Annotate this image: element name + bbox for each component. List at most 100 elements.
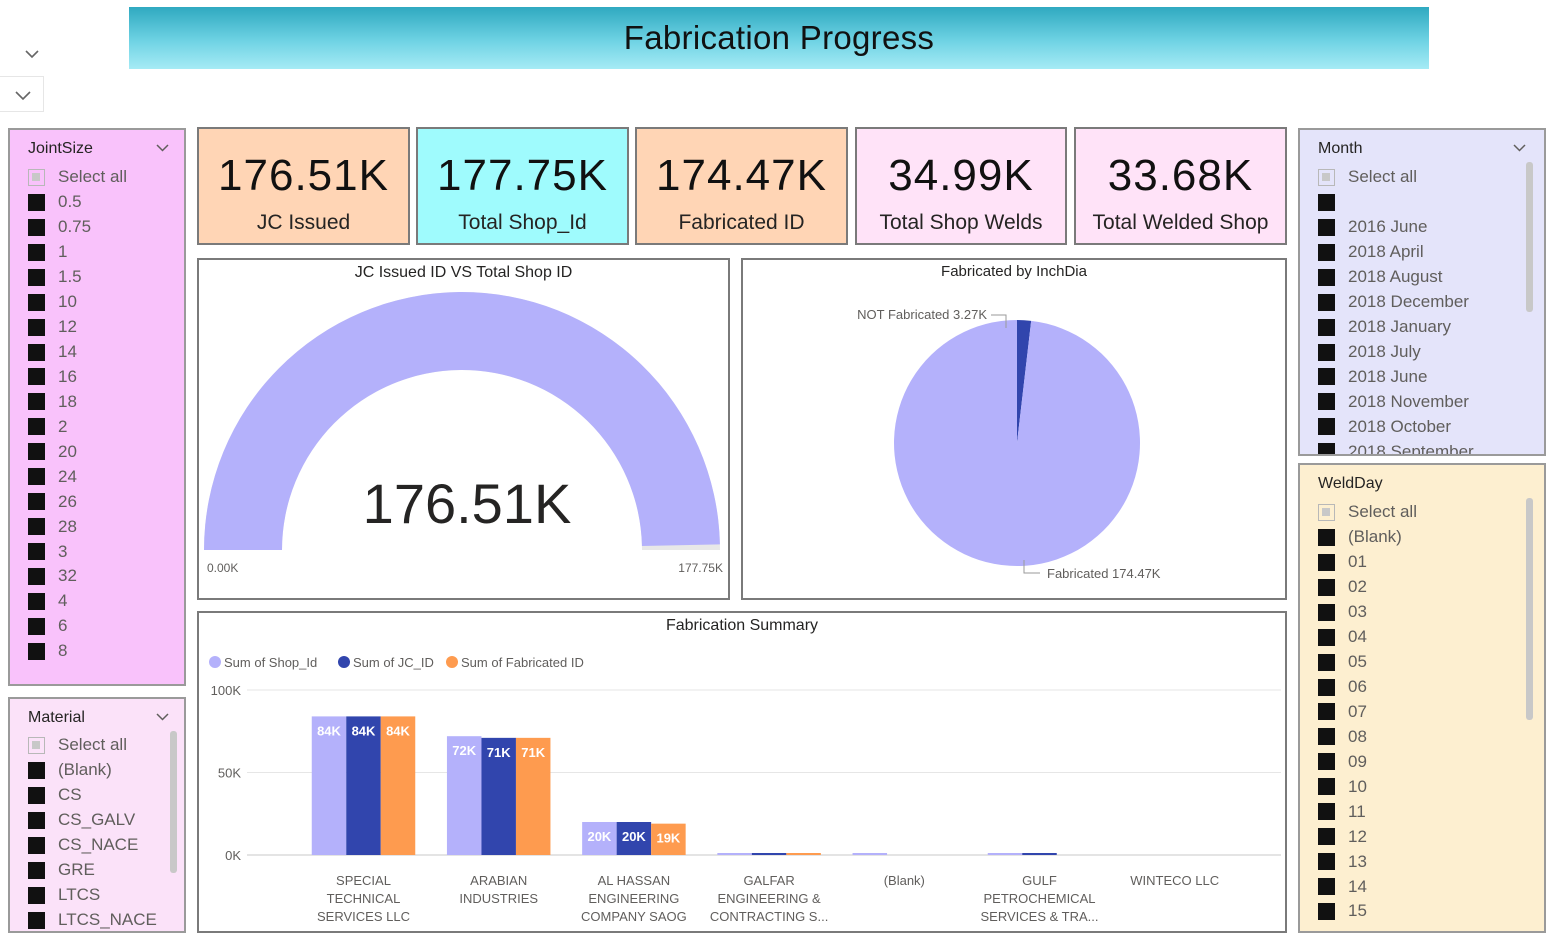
slicer-option[interactable]: 14 [28, 340, 127, 365]
slicer-option[interactable]: 01 [1318, 550, 1417, 575]
checkbox[interactable] [1318, 878, 1335, 896]
bar[interactable] [582, 822, 617, 855]
checkbox[interactable] [28, 518, 45, 536]
slicer-option[interactable]: 08 [1318, 724, 1417, 749]
checkbox[interactable] [1318, 443, 1335, 454]
slicer-option[interactable]: 4 [28, 589, 127, 614]
month-slicer[interactable]: Month Select all 2016 June 2018 April 2018 … [1298, 128, 1546, 456]
material-slicer[interactable]: Material Select all (Blank) CS CS_GALV CS_NA… [8, 697, 186, 933]
pie-slice-not-fabricated[interactable] [1017, 320, 1032, 443]
chevron-down-icon[interactable] [24, 48, 40, 60]
chevron-down-icon[interactable] [1513, 144, 1526, 152]
bar[interactable] [380, 716, 416, 855]
checkbox[interactable] [28, 836, 45, 854]
slicer-option[interactable]: 10 [1318, 774, 1417, 799]
bar[interactable] [786, 853, 821, 855]
slicer-option[interactable]: 11 [1318, 799, 1417, 824]
checkbox[interactable] [28, 243, 45, 261]
checkbox[interactable] [1318, 803, 1335, 821]
pie-slice-fabricated[interactable] [894, 320, 1140, 566]
checkbox[interactable] [1318, 343, 1335, 361]
select-all-option[interactable]: Select all [1318, 500, 1417, 525]
checkbox[interactable] [28, 642, 45, 660]
scrollbar[interactable] [170, 731, 177, 873]
slicer-option[interactable]: CS_GALV [28, 808, 157, 833]
slicer-option[interactable]: 3 [28, 539, 127, 564]
checkbox[interactable] [28, 218, 45, 236]
checkbox[interactable] [1318, 553, 1335, 571]
bar[interactable] [446, 736, 482, 855]
slicer-option[interactable]: 8 [28, 639, 127, 664]
slicer-option[interactable]: 0.5 [28, 190, 127, 215]
checkbox[interactable] [28, 343, 45, 361]
slicer-option[interactable]: 07 [1318, 700, 1417, 725]
checkbox[interactable] [1318, 418, 1335, 436]
checkbox[interactable] [1318, 293, 1335, 311]
slicer-option[interactable]: 04 [1318, 625, 1417, 650]
checkbox[interactable] [28, 443, 45, 461]
checkbox[interactable] [28, 567, 45, 585]
slicer-option[interactable]: 09 [1318, 749, 1417, 774]
slicer-option[interactable]: 05 [1318, 650, 1417, 675]
checkbox[interactable] [28, 193, 45, 211]
slicer-option[interactable]: 2018 December [1318, 290, 1474, 315]
checkbox[interactable] [28, 861, 45, 879]
slicer-option[interactable]: 0.75 [28, 215, 127, 240]
slicer-option[interactable]: 2 [28, 414, 127, 439]
checkbox[interactable] [28, 761, 45, 779]
slicer-option[interactable]: LTCS [28, 883, 157, 908]
slicer-option[interactable]: 12 [28, 315, 127, 340]
checkbox[interactable] [1318, 603, 1335, 621]
slicer-option[interactable]: 2018 September [1318, 439, 1474, 454]
slicer-option[interactable]: 1 [28, 240, 127, 265]
checkbox[interactable] [1318, 578, 1335, 596]
legend-label[interactable]: Sum of Fabricated ID [461, 655, 584, 670]
checkbox[interactable] [1318, 778, 1335, 796]
checkbox[interactable] [28, 418, 45, 436]
slicer-option[interactable]: 1.5 [28, 265, 127, 290]
slicer-option[interactable]: 02 [1318, 575, 1417, 600]
slicer-option[interactable]: 12 [1318, 824, 1417, 849]
scrollbar[interactable] [1526, 162, 1533, 312]
checkbox[interactable] [28, 268, 45, 286]
bar[interactable] [852, 853, 888, 855]
checkbox[interactable] [28, 318, 45, 336]
slicer-option[interactable]: 6 [28, 614, 127, 639]
checkbox[interactable] [1318, 318, 1335, 336]
checkbox[interactable] [28, 493, 45, 511]
bar[interactable] [1022, 853, 1057, 855]
joint-size-slicer[interactable]: JointSize Select all 0.5 0.75 1 1.5 10 12 14 16 1… [8, 128, 186, 686]
slicer-option[interactable]: 2018 July [1318, 340, 1474, 365]
checkbox[interactable] [28, 293, 45, 311]
slicer-option[interactable]: 2018 January [1318, 315, 1474, 340]
bar[interactable] [481, 737, 516, 855]
filter-collapse-button[interactable] [0, 76, 44, 112]
chevron-down-icon[interactable] [156, 144, 169, 152]
checkbox[interactable] [1318, 653, 1335, 671]
slicer-option[interactable]: 32 [28, 564, 127, 589]
checkbox[interactable] [28, 168, 45, 186]
checkbox[interactable] [1318, 678, 1335, 696]
checkbox[interactable] [1318, 528, 1335, 546]
checkbox[interactable] [28, 393, 45, 411]
checkbox[interactable] [1318, 753, 1335, 771]
slicer-option[interactable]: 2018 October [1318, 414, 1474, 439]
checkbox[interactable] [28, 592, 45, 610]
slicer-option[interactable]: 03 [1318, 600, 1417, 625]
slicer-option[interactable]: CS [28, 783, 157, 808]
checkbox[interactable] [28, 468, 45, 486]
slicer-option[interactable] [1318, 190, 1474, 215]
checkbox[interactable] [1318, 853, 1335, 871]
bar[interactable] [515, 737, 551, 855]
checkbox[interactable] [1318, 218, 1335, 236]
select-all-option[interactable]: Select all [28, 733, 157, 758]
slicer-option[interactable]: (Blank) [1318, 525, 1417, 550]
slicer-option[interactable]: GRE [28, 858, 157, 883]
slicer-option[interactable]: 10 [28, 290, 127, 315]
checkbox[interactable] [1318, 703, 1335, 721]
bar[interactable] [311, 716, 347, 855]
slicer-option[interactable]: 15 [1318, 899, 1417, 924]
checkbox[interactable] [28, 911, 45, 929]
checkbox[interactable] [1318, 168, 1335, 186]
slicer-option[interactable]: LTCS_NACE [28, 908, 157, 931]
